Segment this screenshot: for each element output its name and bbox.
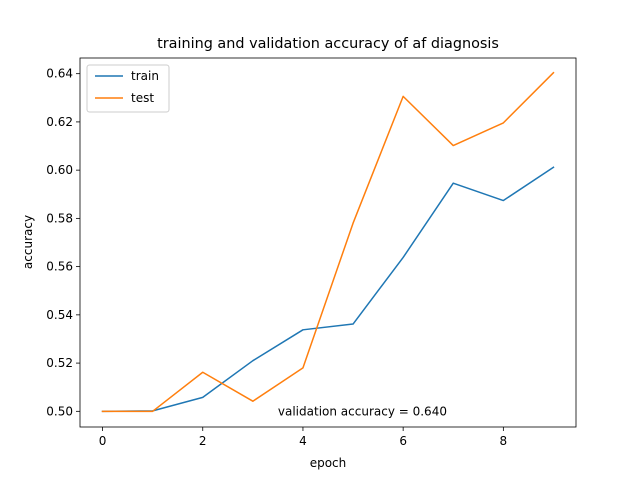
legend-label-train: train: [131, 69, 159, 83]
y-tick-label: 0.50: [46, 404, 73, 418]
y-tick-label: 0.54: [46, 308, 73, 322]
x-tick-label: 4: [299, 434, 307, 448]
y-tick-label: 0.52: [46, 356, 73, 370]
y-axis-title: accuracy: [21, 215, 35, 269]
legend-label-test: test: [131, 91, 154, 105]
x-tick-label: 2: [199, 434, 207, 448]
annotation-text: validation accuracy = 0.640: [278, 404, 447, 418]
y-tick-label: 0.56: [46, 260, 73, 274]
chart-title: training and validation accuracy of af d…: [157, 36, 499, 52]
series-line-test: [101, 71, 555, 413]
x-tick-label: 0: [99, 434, 107, 448]
plot-frame: [79, 57, 577, 428]
plot-area: 0 2 4 6 8 0.50 0.52 0.54 0.56 0.58 0.60 0.62 0.64 val…: [46, 57, 577, 448]
x-axis-title: epoch: [310, 456, 347, 470]
y-tick-label: 0.62: [46, 115, 73, 129]
x-tick-label: 6: [399, 434, 407, 448]
y-tick-label: 0.60: [46, 163, 73, 177]
legend: train test: [86, 64, 170, 113]
series-line-train: [101, 166, 555, 413]
x-tick-label: 8: [500, 434, 508, 448]
y-tick-label: 0.64: [46, 67, 73, 81]
y-tick-label: 0.58: [46, 211, 73, 225]
